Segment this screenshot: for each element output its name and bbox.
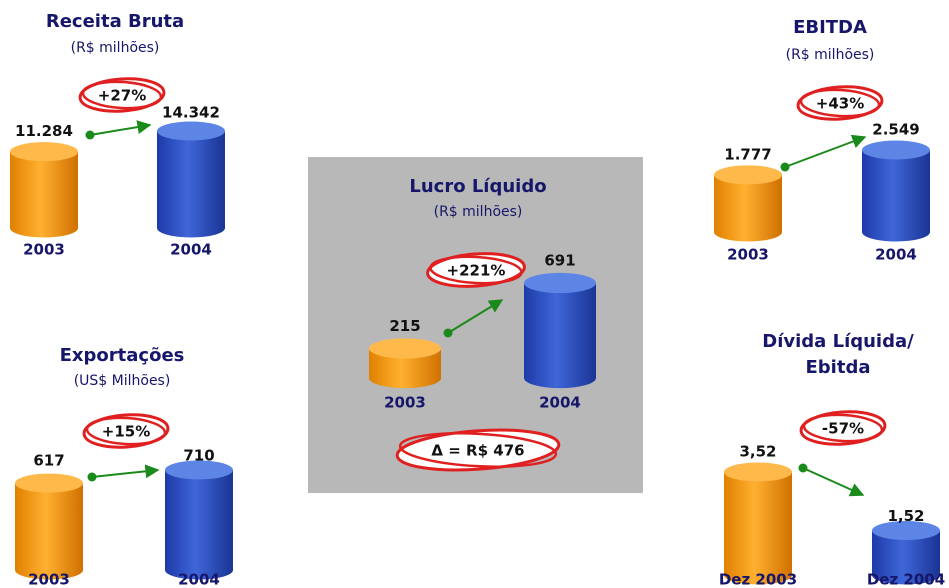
category-label: Dez 2003 bbox=[719, 571, 797, 588]
value-label: 14.342 bbox=[162, 104, 220, 122]
cylinder bbox=[10, 142, 78, 238]
arrow bbox=[447, 299, 504, 334]
cylinder bbox=[369, 338, 441, 389]
cylinder-top bbox=[872, 521, 940, 541]
chart-subtitle: (R$ milhões) bbox=[786, 47, 875, 63]
value-label: 11.284 bbox=[15, 122, 73, 140]
badge-scribble bbox=[81, 80, 163, 110]
category-label: 2004 bbox=[539, 394, 581, 412]
cylinder-body bbox=[369, 348, 441, 389]
cylinder-body bbox=[10, 151, 78, 238]
badge-label: +27% bbox=[98, 87, 146, 105]
chart-subtitle: (R$ milhões) bbox=[434, 204, 523, 220]
value-label: 710 bbox=[183, 447, 214, 465]
chart-title: Dívida Líquida/ bbox=[762, 331, 914, 352]
category-label: 2004 bbox=[875, 246, 917, 264]
cylinder-body bbox=[157, 131, 225, 238]
category-label: 2003 bbox=[727, 246, 769, 264]
badge-scribble bbox=[802, 413, 884, 443]
value-label: 215 bbox=[389, 317, 420, 335]
chart-subtitle: (US$ Milhões) bbox=[74, 373, 171, 389]
badge-scribble bbox=[82, 413, 170, 449]
badge-label: +43% bbox=[816, 95, 864, 113]
cylinder bbox=[714, 165, 782, 242]
value-label: 1,52 bbox=[887, 507, 924, 525]
cylinder bbox=[724, 462, 792, 585]
badge-scribble bbox=[429, 255, 523, 285]
cylinder-top bbox=[369, 338, 441, 359]
badge-scribble bbox=[799, 88, 881, 118]
badge-label: -57% bbox=[822, 420, 864, 438]
cylinder-body bbox=[724, 472, 792, 585]
cylinder bbox=[165, 460, 233, 580]
value-label: 617 bbox=[33, 452, 64, 470]
chart-title: Exportações bbox=[60, 345, 185, 366]
cylinder-top bbox=[724, 462, 792, 482]
cylinder bbox=[157, 121, 225, 238]
cylinder-top bbox=[524, 272, 596, 294]
arrow bbox=[784, 134, 867, 168]
badge-scribble bbox=[78, 77, 166, 113]
cylinder-body bbox=[714, 174, 782, 242]
category-label: Dez 2004 bbox=[867, 571, 945, 588]
cylinder-top bbox=[157, 121, 225, 141]
cylinder-top bbox=[15, 473, 83, 493]
cylinder bbox=[524, 272, 596, 389]
badge-label: +15% bbox=[102, 423, 150, 441]
chart-title: Receita Bruta bbox=[46, 11, 184, 32]
badge-scribble bbox=[799, 410, 887, 446]
chart-title: Lucro Líquido bbox=[409, 176, 546, 197]
category-label: 2004 bbox=[170, 241, 212, 259]
category-label: 2003 bbox=[28, 571, 70, 588]
cylinder bbox=[862, 140, 930, 242]
cylinder-body bbox=[872, 530, 940, 585]
cylinder-top bbox=[165, 460, 233, 480]
cylinder bbox=[15, 473, 83, 580]
chart-title: EBITDA bbox=[793, 17, 867, 38]
cylinder-top bbox=[10, 142, 78, 162]
badge-scribble bbox=[398, 432, 558, 468]
cylinder-body bbox=[15, 483, 83, 580]
badge-scribble bbox=[426, 252, 526, 288]
arrow bbox=[802, 467, 865, 497]
value-label: 1.777 bbox=[724, 145, 771, 163]
badge-label: +221% bbox=[447, 262, 506, 280]
category-label: 2004 bbox=[178, 571, 220, 588]
badge-scribble bbox=[395, 428, 561, 472]
cylinder-top bbox=[714, 165, 782, 185]
chart-subtitle: (R$ milhões) bbox=[71, 40, 160, 56]
value-label: 2.549 bbox=[872, 121, 919, 139]
cylinder-top bbox=[862, 140, 930, 160]
arrow bbox=[91, 464, 160, 479]
arrow bbox=[89, 120, 152, 136]
category-label: 2003 bbox=[384, 394, 426, 412]
cylinder-body bbox=[165, 470, 233, 580]
badge-label: Δ = R$ 476 bbox=[431, 442, 524, 460]
category-label: 2003 bbox=[23, 241, 65, 259]
cylinder bbox=[872, 521, 940, 585]
cylinder-body bbox=[862, 150, 930, 242]
chart-title: Ebitda bbox=[806, 357, 871, 378]
cylinder-body bbox=[524, 283, 596, 389]
badge-scribble bbox=[796, 85, 884, 121]
value-label: 3,52 bbox=[739, 443, 776, 461]
badge-scribble bbox=[85, 416, 167, 446]
value-label: 691 bbox=[544, 252, 575, 270]
